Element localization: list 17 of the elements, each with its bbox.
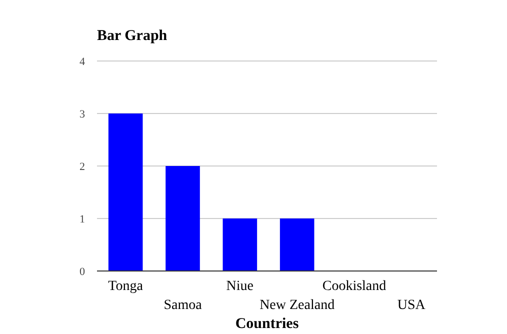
x-tick-label: USA [397,298,426,313]
y-tick-label: 2 [80,161,85,173]
x-tick-label: Cookisland [322,279,386,294]
y-tick-label: 0 [80,266,86,278]
x-tick-label: Niue [226,279,254,294]
x-axis-title: Countries [235,316,299,332]
bar [222,218,258,271]
y-tick-label: 4 [80,56,86,68]
bar [166,166,200,271]
chart-title: Bar Graph [97,28,168,44]
y-tick-label: 1 [80,214,85,226]
x-tick-label: New Zealand [260,298,335,313]
y-tick-label: 3 [80,108,86,120]
bar [108,114,143,271]
bar [280,218,314,271]
x-tick-label: Tonga [108,279,144,294]
x-tick-label: Samoa [164,298,203,313]
